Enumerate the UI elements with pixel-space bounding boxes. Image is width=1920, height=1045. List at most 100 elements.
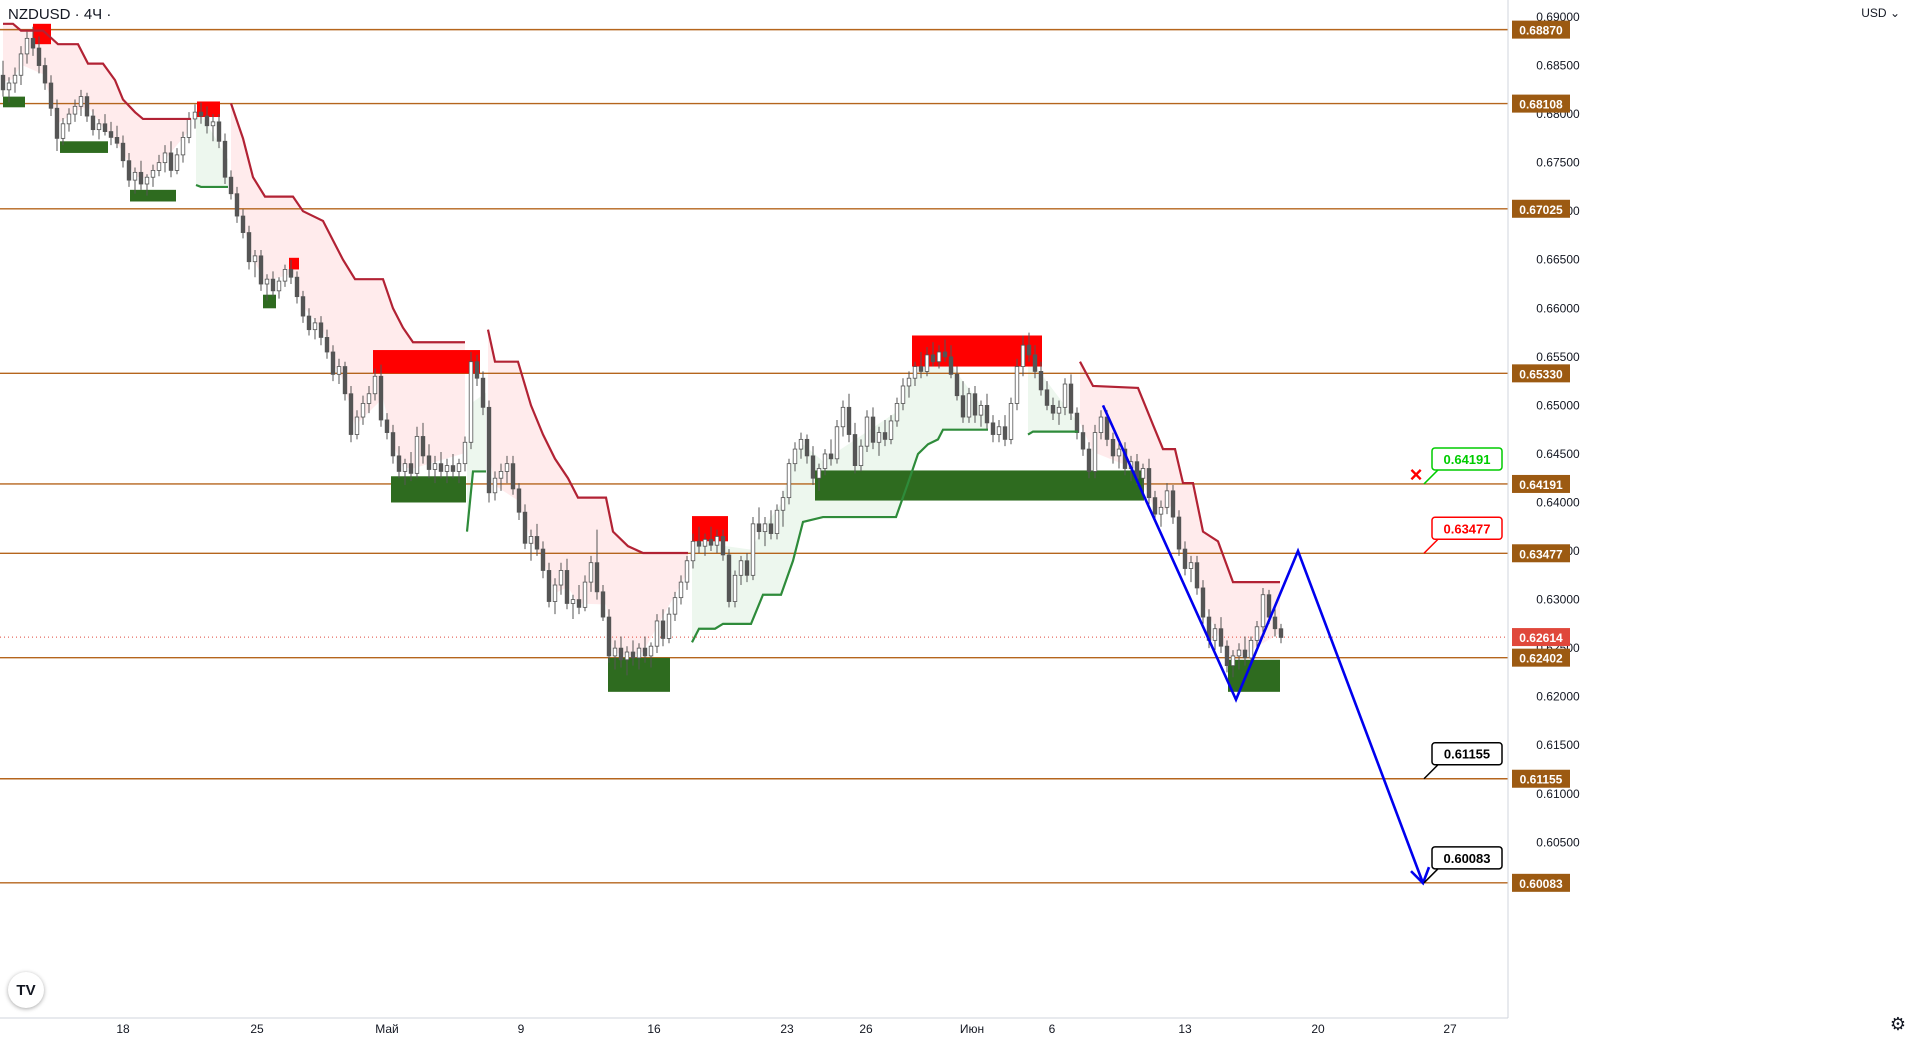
x-tick-label: 13: [1178, 1022, 1192, 1036]
candle-body: [1014, 366, 1020, 404]
candle-body: [942, 351, 948, 358]
candle-body: [582, 581, 588, 608]
candle-body: [144, 176, 150, 185]
candle-body: [288, 269, 294, 278]
candle-body: [66, 113, 72, 125]
candle-body: [834, 426, 840, 460]
candle-body: [702, 538, 708, 547]
candle-body: [1032, 354, 1038, 372]
candle-body: [960, 395, 966, 418]
candle-body: [216, 121, 222, 142]
candle-body: [270, 278, 276, 292]
candle-body: [858, 445, 864, 466]
chevron-down-icon[interactable]: ⌄: [1889, 6, 1900, 20]
level-price-label: 0.64191: [1519, 478, 1563, 492]
candle-body: [360, 403, 366, 418]
candle-body: [516, 488, 522, 513]
price-axis: 0.690000.685000.680000.675000.670000.665…: [1507, 0, 1920, 1040]
supertrend-up: [1027, 430, 1078, 436]
callout-label: 0.61155: [1444, 747, 1490, 762]
demand-zone: [1228, 659, 1280, 692]
supply-zone: [289, 257, 299, 270]
candle-body: [1158, 506, 1164, 515]
candle-body: [732, 574, 738, 602]
candle-body: [1104, 416, 1110, 440]
candle-body: [420, 436, 426, 457]
candle-body: [324, 337, 330, 353]
supertrend-down: [1079, 361, 1280, 584]
y-tick-label: 0.68500: [1536, 59, 1580, 73]
supertrend-down: [486, 329, 688, 555]
candle-body: [1038, 371, 1044, 391]
gear-icon[interactable]: ⚙: [1889, 1014, 1906, 1034]
currency-label[interactable]: USD: [1861, 6, 1887, 20]
candle-body: [168, 152, 174, 171]
candle-body: [1164, 490, 1170, 508]
candle-body: [486, 406, 492, 494]
y-tick-label: 0.62000: [1536, 690, 1580, 704]
candle-body: [984, 404, 990, 424]
candle-body: [756, 523, 762, 533]
candle-body: [864, 416, 870, 447]
candle-body: [558, 570, 564, 586]
candle-body: [876, 432, 882, 443]
level-price-label: 0.68108: [1519, 98, 1563, 112]
candle-body: [246, 232, 252, 263]
y-tick-label: 0.66000: [1536, 301, 1580, 315]
candle-body: [1278, 628, 1284, 638]
candle-body: [564, 570, 570, 604]
supply-zone: [373, 350, 480, 374]
candle-body: [768, 523, 774, 534]
candle-body: [540, 548, 546, 571]
level-price-tag: [1512, 199, 1570, 218]
candle-body: [1026, 344, 1032, 356]
candle-body: [522, 511, 528, 544]
candle-body: [156, 162, 162, 171]
candle-body: [696, 540, 702, 547]
candle-body: [210, 121, 216, 127]
candle-body: [90, 115, 96, 131]
candle-body: [318, 322, 324, 338]
candle-body: [1218, 628, 1224, 647]
demand-zone: [130, 189, 176, 202]
candle-body: [294, 276, 300, 298]
candle-body: [342, 366, 348, 395]
candle-body: [750, 523, 756, 576]
x-tick-label: 25: [250, 1022, 264, 1036]
level-price-tag: [1512, 544, 1570, 563]
candle-body: [54, 107, 60, 139]
candle-body: [354, 416, 360, 435]
demand-zone: [391, 476, 466, 503]
current-price-label: 0.62614: [1519, 631, 1563, 645]
candle-body: [372, 375, 378, 395]
candle-body: [672, 597, 678, 615]
candle-body: [1272, 616, 1278, 630]
candle-body: [576, 599, 582, 608]
y-tick-label: 0.61500: [1536, 738, 1580, 752]
candle-body: [630, 651, 636, 659]
tradingview-logo-icon[interactable]: TV: [8, 972, 44, 1008]
callout-label: 0.64191: [1444, 452, 1491, 467]
level-price-label: 0.60083: [1519, 877, 1563, 891]
candle-body: [792, 448, 798, 465]
x-tick-label: 9: [518, 1022, 525, 1036]
currency-dropdown[interactable]: USD ⌄: [1861, 6, 1900, 20]
candle-body: [504, 463, 510, 472]
candle-body: [384, 419, 390, 433]
candle-body: [468, 361, 474, 443]
symbol-title[interactable]: NZDUSD · 4Ч ·: [8, 6, 112, 23]
candle-body: [330, 351, 336, 375]
forecast-arrow-head: [1410, 866, 1431, 886]
candle-body: [720, 536, 726, 556]
candle-body: [810, 455, 816, 479]
candle-body: [258, 255, 264, 285]
candle-body: [36, 47, 42, 66]
candle-body: [666, 613, 672, 639]
candle-body: [1056, 406, 1062, 414]
candle-body: [426, 455, 432, 470]
candle-body: [108, 131, 114, 138]
candle-body: [1092, 432, 1098, 472]
candle-body: [726, 554, 732, 602]
